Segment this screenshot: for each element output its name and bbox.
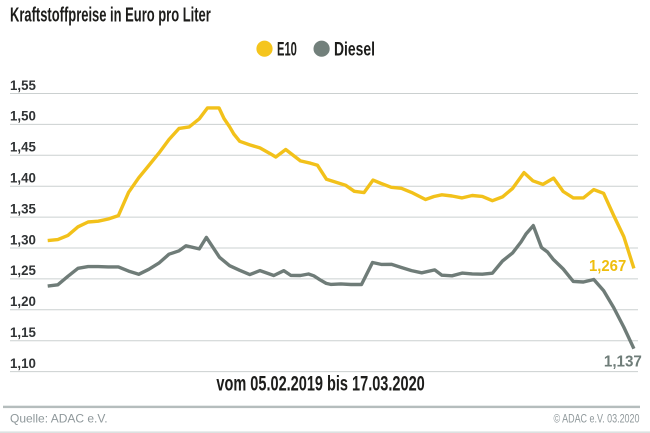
svg-text:E10: E10	[277, 40, 297, 61]
svg-text:Diesel: Diesel	[334, 38, 375, 60]
svg-text:© ADAC e.V. 03.2020: © ADAC e.V. 03.2020	[554, 412, 640, 426]
svg-text:1,10: 1,10	[10, 356, 36, 371]
svg-text:vom 05.02.2019 bis 17.03.2020: vom 05.02.2019 bis 17.03.2020	[216, 372, 424, 395]
svg-text:1,267: 1,267	[589, 258, 626, 275]
svg-text:1,30: 1,30	[10, 232, 36, 247]
svg-text:1,50: 1,50	[10, 108, 36, 123]
svg-text:1,137: 1,137	[604, 353, 642, 370]
svg-text:1,20: 1,20	[10, 294, 36, 309]
svg-text:1,55: 1,55	[10, 77, 36, 92]
svg-text:Kraftstoffpreise in Euro pro L: Kraftstoffpreise in Euro pro Liter	[10, 4, 211, 27]
svg-text:1,25: 1,25	[10, 263, 36, 278]
svg-text:1,40: 1,40	[10, 170, 36, 185]
svg-text:1,45: 1,45	[10, 139, 36, 154]
svg-text:1,35: 1,35	[10, 201, 36, 216]
svg-text:1,15: 1,15	[10, 325, 36, 340]
svg-text:Quelle: ADAC e.V.: Quelle: ADAC e.V.	[10, 412, 108, 426]
